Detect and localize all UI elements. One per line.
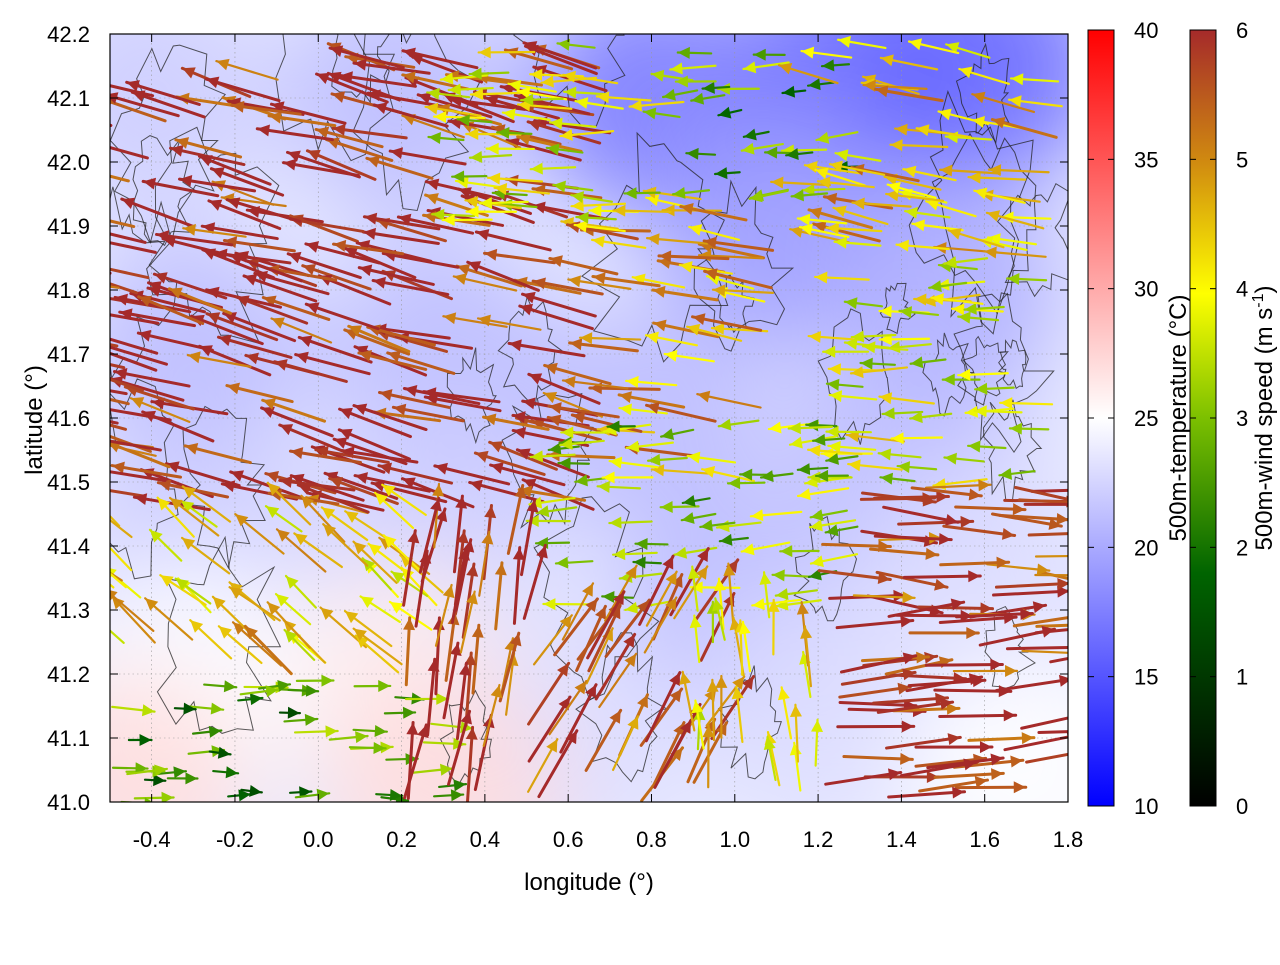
colorbar-tick-label: 5 — [1236, 147, 1248, 172]
y-tick-label: 42.0 — [47, 150, 90, 175]
y-tick-label: 41.4 — [47, 534, 90, 559]
colorbar-tick-label: 3 — [1236, 406, 1248, 431]
y-tick-label: 42.1 — [47, 86, 90, 111]
colorbar-tick-label: 35 — [1134, 147, 1158, 172]
colorbar-tick-label: 30 — [1134, 277, 1158, 302]
colorbar-tick-label: 25 — [1134, 406, 1158, 431]
y-tick-label: 41.9 — [47, 214, 90, 239]
x-axis-label: longitude (°) — [524, 869, 654, 896]
colorbar-tick-label: 20 — [1134, 535, 1158, 560]
y-tick-label: 41.8 — [47, 278, 90, 303]
colorbar-tick-label: 4 — [1236, 277, 1248, 302]
y-tick-label: 41.1 — [47, 726, 90, 751]
colorbar-tick-label: 0 — [1236, 794, 1248, 819]
x-tick-label: 0.4 — [470, 827, 501, 852]
x-tick-label: -0.4 — [133, 827, 171, 852]
wind-colorbar-label: 500m-wind speed (m s-1) — [1250, 286, 1278, 551]
wind-colorbar-label-end: ) — [1251, 286, 1278, 294]
x-tick-label: 1.6 — [969, 827, 1000, 852]
colorbar-tick-label: 40 — [1134, 18, 1158, 43]
y-axis-label: latitude (°) — [21, 365, 48, 475]
colorbar-tick-label: 6 — [1236, 18, 1248, 43]
colorbar-tick-label: 2 — [1236, 535, 1248, 560]
y-tick-label: 41.6 — [47, 406, 90, 431]
colorbar-tick-label: 15 — [1134, 665, 1158, 690]
x-tick-label: -0.2 — [216, 827, 254, 852]
temperature-colorbar-label: 500m-temperature (°C) — [1165, 294, 1192, 541]
x-tick-label: 0.8 — [636, 827, 667, 852]
y-tick-label: 41.0 — [47, 790, 90, 815]
wind-arrow — [37, 249, 110, 273]
x-tick-label: 0.2 — [386, 827, 417, 852]
wind-colorbar-label-sup: -1 — [1250, 293, 1267, 307]
y-tick-label: 41.5 — [47, 470, 90, 495]
x-tick-label: 0.0 — [303, 827, 334, 852]
x-tick-label: 1.4 — [886, 827, 917, 852]
x-tick-label: 1.0 — [719, 827, 750, 852]
y-tick-label: 41.2 — [47, 662, 90, 687]
x-tick-label: 0.6 — [553, 827, 584, 852]
colorbar-tick-label: 1 — [1236, 665, 1248, 690]
wind-colorbar-label-main: 500m-wind speed (m s — [1251, 308, 1278, 551]
y-tick-label: 41.7 — [47, 342, 90, 367]
colorbar-tick-label: 10 — [1134, 794, 1158, 819]
y-tick-label: 41.3 — [47, 598, 90, 623]
y-tick-label: 42.2 — [47, 22, 90, 47]
x-tick-label: 1.8 — [1053, 827, 1084, 852]
x-tick-label: 1.2 — [803, 827, 834, 852]
